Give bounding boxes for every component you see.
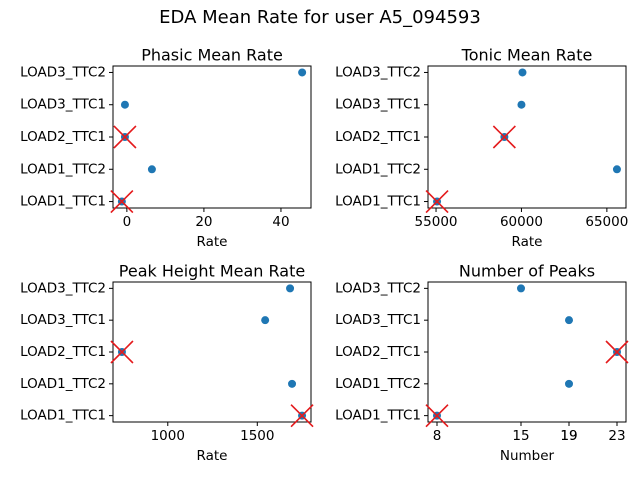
y-tick-label: LOAD2_TTC1	[335, 129, 421, 145]
axes-frame	[427, 281, 627, 423]
y-tick-label: LOAD1_TTC1	[335, 408, 421, 424]
x-tick-label: 40	[272, 214, 289, 230]
x-tick-label: 60000	[500, 214, 543, 230]
outlier-marker	[492, 125, 516, 149]
x-tick-label: 23	[608, 428, 625, 444]
x-axis-label: Rate	[512, 234, 543, 250]
point	[517, 284, 525, 293]
outlier-marker	[110, 340, 134, 364]
y-tick-label: LOAD3_TTC1	[20, 312, 106, 328]
y-tick-label: LOAD3_TTC2	[20, 64, 106, 80]
y-tick-label: LOAD2_TTC1	[335, 344, 421, 360]
axes-frame	[112, 65, 312, 209]
x-tick-label: 20	[195, 214, 212, 230]
subplot-title: Tonic Mean Rate	[461, 46, 593, 65]
x-tick-label: 55000	[415, 214, 458, 230]
point	[298, 68, 307, 77]
x-tick-label: 8	[433, 428, 442, 444]
y-tick-label: LOAD2_TTC1	[20, 344, 106, 360]
subplot: Peak Height Mean Rate Rate 1000 1500 LOAD1_T…	[20, 262, 314, 464]
x-tick-label: 1500	[240, 428, 274, 444]
figure-title: EDA Mean Rate for user A5_094593	[159, 7, 481, 28]
point	[286, 284, 295, 293]
subplot: Phasic Mean Rate Rate 0 20 40 LOAD1_TTC1 LOAD1…	[20, 46, 312, 250]
point	[288, 379, 297, 388]
outlier-marker	[290, 404, 314, 428]
y-tick-label: LOAD3_TTC2	[335, 64, 421, 80]
y-tick-label: LOAD1_TTC2	[20, 161, 106, 177]
x-axis-label: Rate	[197, 234, 228, 250]
point	[612, 165, 621, 174]
y-tick-label: LOAD2_TTC1	[20, 129, 106, 145]
subplot-title: Peak Height Mean Rate	[119, 262, 305, 281]
y-tick-label: LOAD3_TTC2	[20, 280, 106, 296]
y-tick-label: LOAD3_TTC1	[335, 312, 421, 328]
point	[565, 379, 573, 388]
subplot: Tonic Mean Rate Rate 55000 60000 65000 LOAD1_…	[335, 46, 628, 251]
y-tick-label: LOAD1_TTC2	[335, 161, 421, 177]
x-axis-label: Rate	[197, 448, 228, 464]
outlier-marker	[425, 189, 449, 214]
y-tick-label: LOAD1_TTC1	[20, 408, 106, 424]
y-tick-label: LOAD3_TTC1	[20, 97, 106, 113]
y-tick-label: LOAD1_TTC1	[20, 194, 106, 210]
x-tick-label: 15	[512, 428, 529, 444]
x-tick-label: 19	[560, 428, 577, 444]
point	[565, 316, 573, 325]
outlier-marker	[110, 189, 134, 214]
y-tick-label: LOAD1_TTC2	[20, 376, 106, 392]
x-axis-label: Number	[500, 448, 555, 464]
x-tick-label: 0	[123, 214, 132, 230]
y-tick-label: LOAD1_TTC1	[335, 194, 421, 210]
point	[517, 100, 526, 109]
outlier-marker	[605, 340, 629, 364]
point	[261, 316, 270, 325]
subplot-title: Number of Peaks	[459, 262, 595, 281]
y-tick-label: LOAD3_TTC1	[335, 97, 421, 113]
x-tick-label: 65000	[585, 214, 628, 230]
subplot-title: Phasic Mean Rate	[141, 46, 283, 65]
outlier-marker	[425, 404, 449, 428]
y-tick-label: LOAD1_TTC2	[335, 376, 421, 392]
point	[147, 165, 156, 174]
point	[120, 100, 129, 109]
x-tick-label: 19	[560, 428, 577, 444]
x-tick-label: 1000	[151, 428, 185, 444]
axes-frame	[427, 65, 627, 209]
axes-frame	[112, 281, 312, 423]
point	[518, 68, 527, 77]
outlier-marker	[113, 125, 137, 149]
y-tick-label: LOAD3_TTC2	[335, 280, 421, 296]
